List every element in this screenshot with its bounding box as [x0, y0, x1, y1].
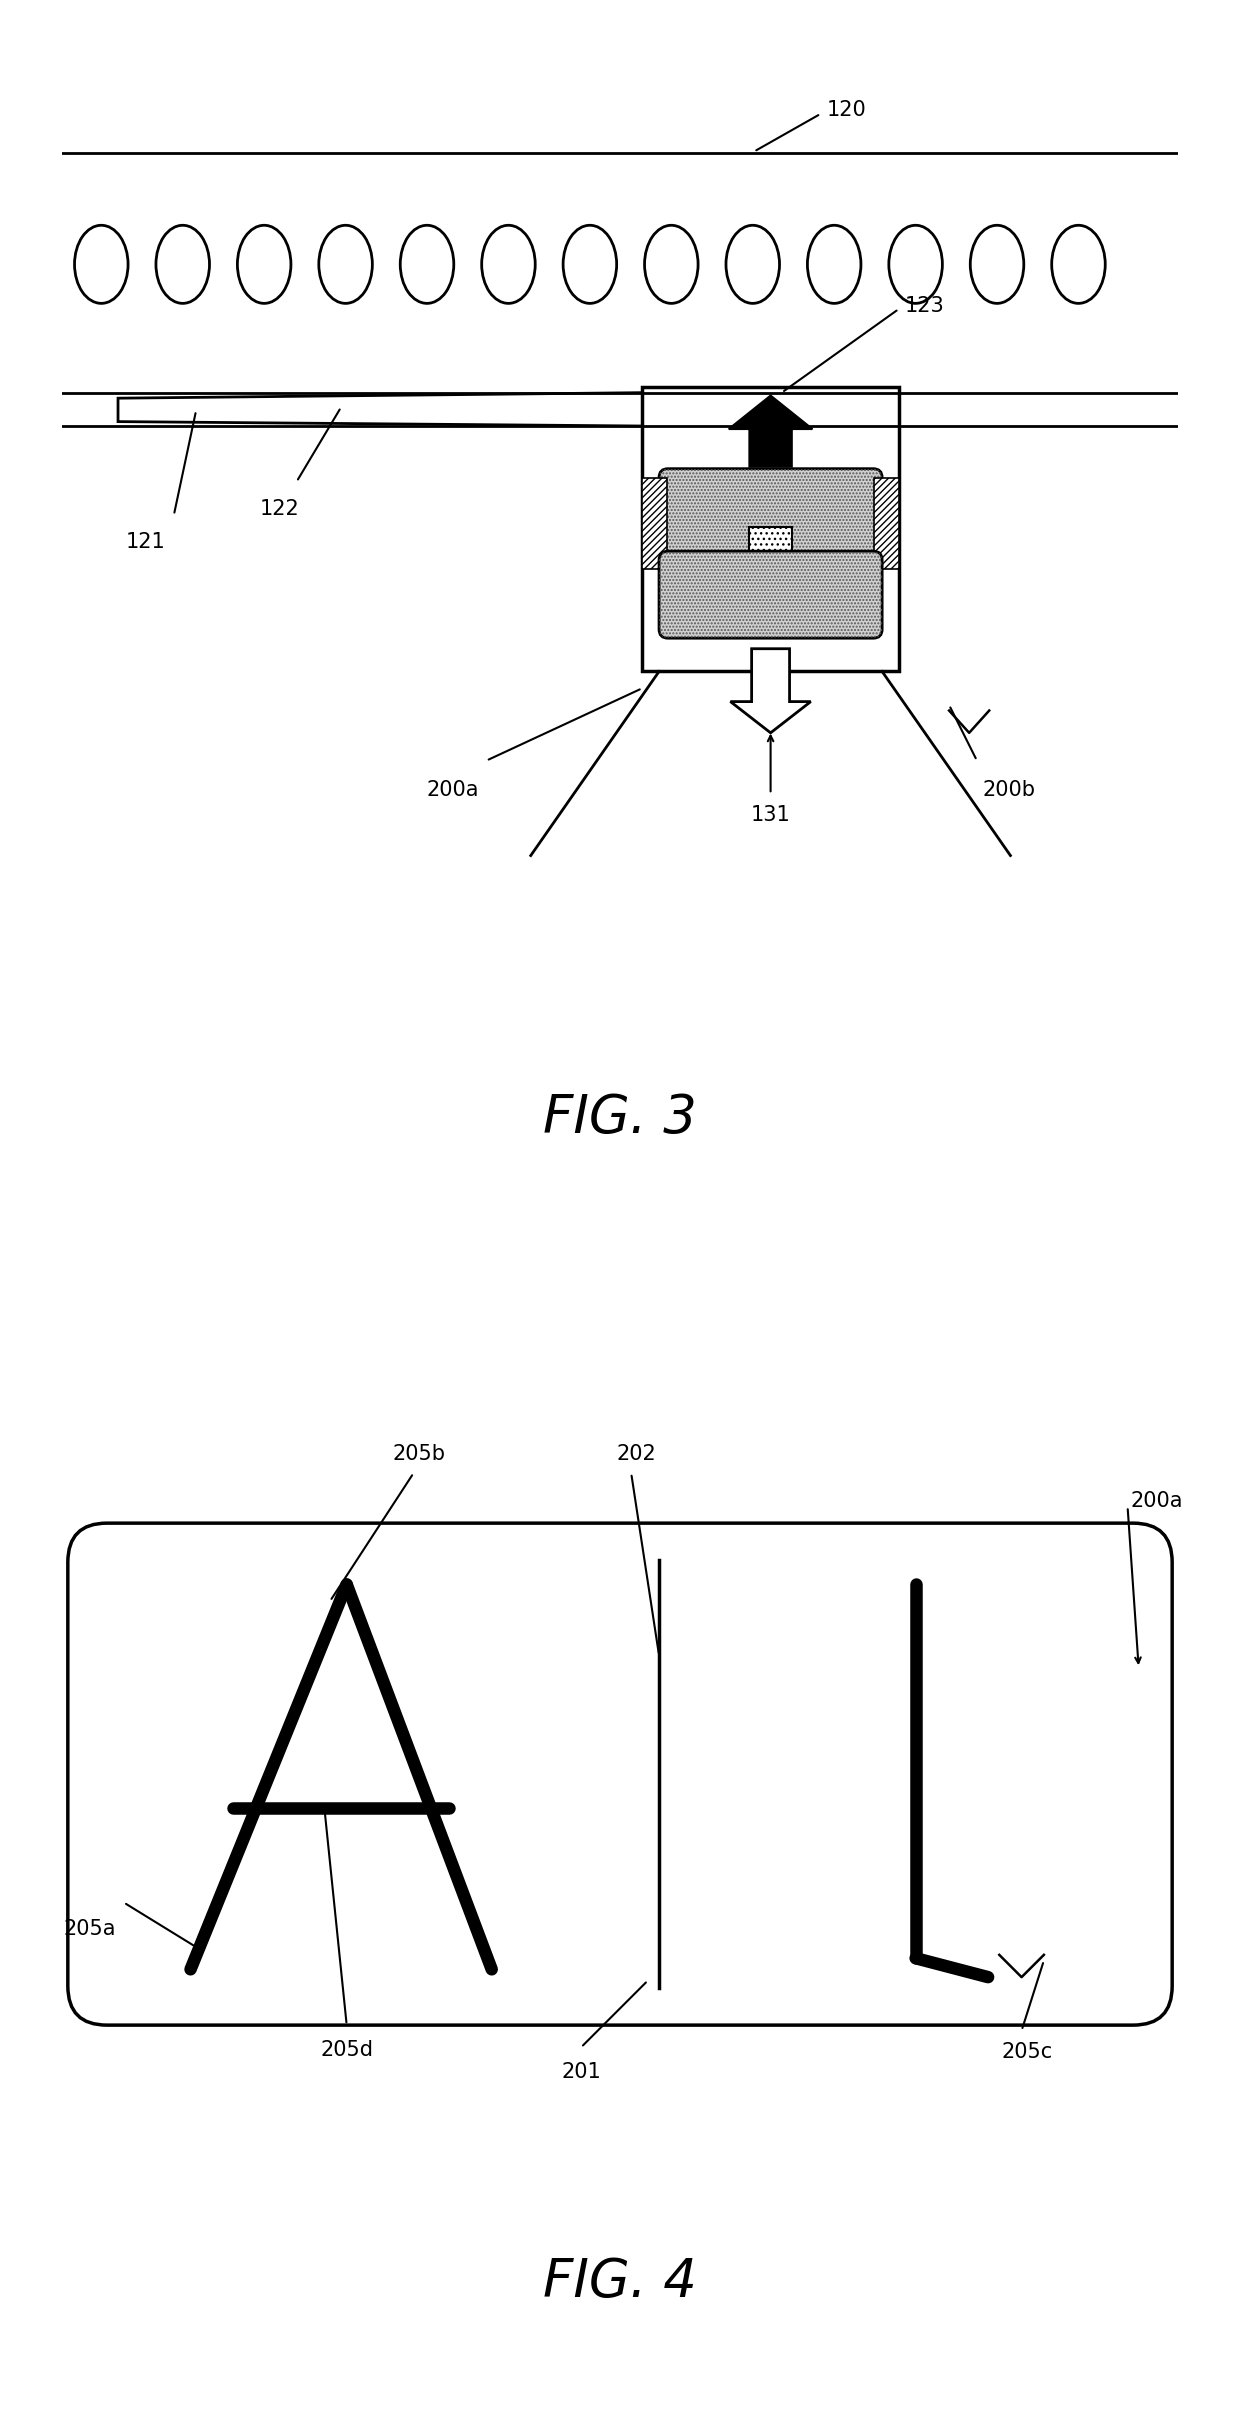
Ellipse shape	[725, 226, 780, 303]
Text: 200a: 200a	[427, 781, 479, 800]
Bar	[874, 478, 899, 570]
Ellipse shape	[156, 226, 210, 303]
Ellipse shape	[807, 226, 861, 303]
Text: 205b: 205b	[393, 1443, 445, 1465]
Text: 205c: 205c	[1002, 2042, 1053, 2061]
Text: 131: 131	[750, 805, 790, 824]
Bar	[642, 478, 667, 570]
Bar	[749, 526, 792, 555]
Bar	[642, 388, 899, 672]
Polygon shape	[118, 393, 647, 427]
Text: 202: 202	[616, 1443, 657, 1465]
FancyBboxPatch shape	[658, 550, 882, 638]
Ellipse shape	[319, 226, 372, 303]
Ellipse shape	[74, 226, 128, 303]
Ellipse shape	[645, 226, 698, 303]
FancyArrow shape	[729, 395, 812, 466]
Ellipse shape	[563, 226, 616, 303]
FancyArrow shape	[730, 650, 811, 732]
Text: 122: 122	[260, 500, 300, 519]
Text: 120: 120	[826, 99, 866, 121]
Ellipse shape	[481, 226, 536, 303]
Text: 200b: 200b	[982, 781, 1035, 800]
Text: 205a: 205a	[64, 1918, 117, 1940]
Text: 201: 201	[560, 2061, 601, 2083]
Ellipse shape	[889, 226, 942, 303]
Ellipse shape	[970, 226, 1024, 303]
Text: 205d: 205d	[320, 2039, 373, 2059]
Text: FIG. 3: FIG. 3	[543, 1091, 697, 1145]
FancyBboxPatch shape	[68, 1523, 1172, 2025]
Text: FIG. 4: FIG. 4	[543, 2255, 697, 2309]
Text: 121: 121	[126, 531, 166, 553]
Ellipse shape	[1052, 226, 1105, 303]
Text: 200a: 200a	[1131, 1491, 1183, 1511]
FancyBboxPatch shape	[658, 468, 882, 555]
Ellipse shape	[401, 226, 454, 303]
Text: 123: 123	[904, 296, 944, 315]
Ellipse shape	[237, 226, 291, 303]
